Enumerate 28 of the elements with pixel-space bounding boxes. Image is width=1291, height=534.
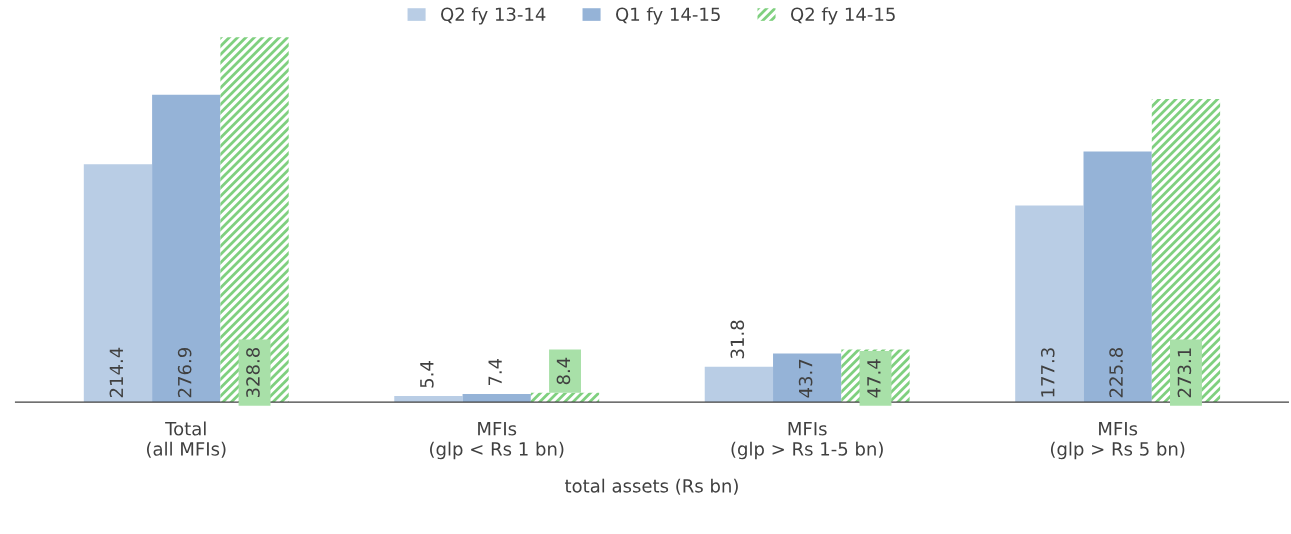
legend-label: Q1 fy 14-15 [616, 7, 720, 25]
data-label: 31.8 [730, 320, 745, 359]
data-label: 273.1 [1177, 348, 1192, 398]
x-axis-title: total assets (Rs bn) [564, 478, 738, 495]
x-tick-label: MFIs (glp > Rs 1-5 bn) [731, 422, 883, 460]
bar [152, 94, 221, 403]
data-label: 43.7 [798, 359, 813, 398]
data-label: 177.3 [1040, 348, 1055, 397]
bar [1151, 99, 1221, 403]
x-tick-label: Total (all MFIs) [146, 421, 226, 458]
data-label: 214.4 [109, 347, 123, 398]
data-label: 7.4 [488, 358, 502, 386]
bar [83, 164, 153, 403]
bar [773, 353, 842, 403]
bar [704, 366, 774, 403]
bar [1015, 205, 1084, 403]
legend-label: Q2 fy 14-15 [791, 7, 895, 25]
data-label: 47.4 [867, 359, 881, 398]
data-label: 5.4 [420, 361, 434, 388]
legend-label: Q2 fy 13-14 [441, 7, 546, 25]
x-tick-label: MFIs (glp > Rs 5 bn) [1050, 422, 1185, 460]
data-label: 276.9 [177, 348, 192, 398]
bar [220, 37, 289, 403]
data-label: 225.8 [1109, 348, 1123, 398]
data-label: 328.8 [246, 348, 260, 398]
data-label: 8.4 [556, 357, 571, 385]
bar [1083, 151, 1152, 403]
x-tick-label: MFIs (glp < Rs 1 bn) [430, 422, 564, 460]
